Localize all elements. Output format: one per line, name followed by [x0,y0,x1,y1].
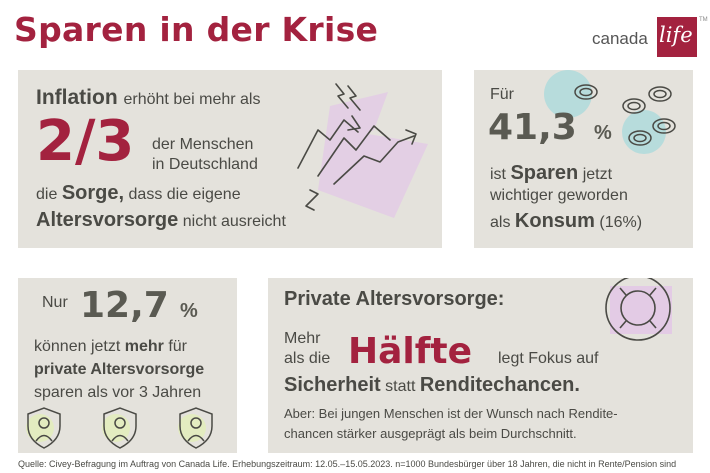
lifebuoy-icon [605,278,672,341]
page-title: Sparen in der Krise [14,10,379,49]
private-note-line2: chancen stärker ausgeprägt als beim Durc… [284,426,577,441]
coins-icon [544,70,676,154]
inflation-line4-rest: nicht ausreicht [182,213,286,230]
altersvorsorge-label: Altersvorsorge [36,209,179,231]
source-note: Quelle: Civey-Befragung im Auftrag von C… [18,459,677,469]
sparen-label: Sparen [510,162,579,184]
shield-person-icon [26,407,213,449]
mehr-line1-rest: für [168,338,187,355]
logo-box [657,17,697,57]
logo-tm: TM [699,17,708,23]
konsum-percent: (16%) [599,214,643,231]
private-line1: Mehr [284,330,321,347]
inflation-lead: erhöht bei mehr als [123,91,261,108]
renditechancen-label: Renditechancen. [419,374,580,396]
mehr-pre: Nur [42,294,68,311]
sparen-pre: Für [490,86,514,103]
card-private-altersvorsorge: Private Altersvorsorge: Mehr als die Häl… [268,278,693,453]
rising-arrows-lightning-icon [297,83,428,218]
stat-12-7: 12,7 [80,285,169,326]
stat-12-7-unit: % [180,300,198,322]
sparen-line1-pre: ist [490,166,506,183]
mehr-line1-pre: können jetzt [34,338,121,355]
card-sparen: Für 41,3 % ist Sparen jetzt wichtiger ge… [474,70,693,248]
logo-text: canada [592,29,648,48]
mehr-line3: sparen als vor 3 Jahren [34,384,202,401]
stat-41-3: 41,3 [488,107,577,148]
mehr-label: mehr [124,338,164,355]
private-line3-mid: statt [385,378,416,395]
inflation-line3-pre: die [36,186,58,203]
inflation-label: Inflation [36,86,118,109]
inflation-line-b: in Deutschland [152,156,258,173]
private-altersvorsorge-label: private Altersvorsorge [34,361,205,378]
card-mehr: Nur 12,7 % können jetzt mehr für private… [18,278,237,453]
stat-41-3-unit: % [594,122,612,144]
sorge-label: Sorge, [61,182,125,204]
sparen-line1-rest: jetzt [582,166,613,183]
private-after-big: legt Fokus auf [498,350,599,367]
konsum-label: Konsum [514,210,595,232]
inflation-line3-rest: dass die eigene [128,186,241,203]
sparen-line2: wichtiger geworden [490,187,628,204]
private-note-line1: Aber: Bei jungen Menschen ist der Wunsch… [284,406,618,421]
stat-two-thirds: 2/3 [36,109,135,174]
stat-haelfte: Hälfte [348,331,473,372]
inflation-line-a: der Menschen [152,136,254,153]
card-inflation: Inflation erhöht bei mehr als 2/3 der Me… [18,70,442,248]
sparen-line3-pre: als [490,214,511,231]
private-heading: Private Altersvorsorge: [284,288,505,310]
logo-mark: life [659,23,693,47]
sicherheit-label: Sicherheit [284,374,381,396]
private-line2: als die [284,350,331,367]
